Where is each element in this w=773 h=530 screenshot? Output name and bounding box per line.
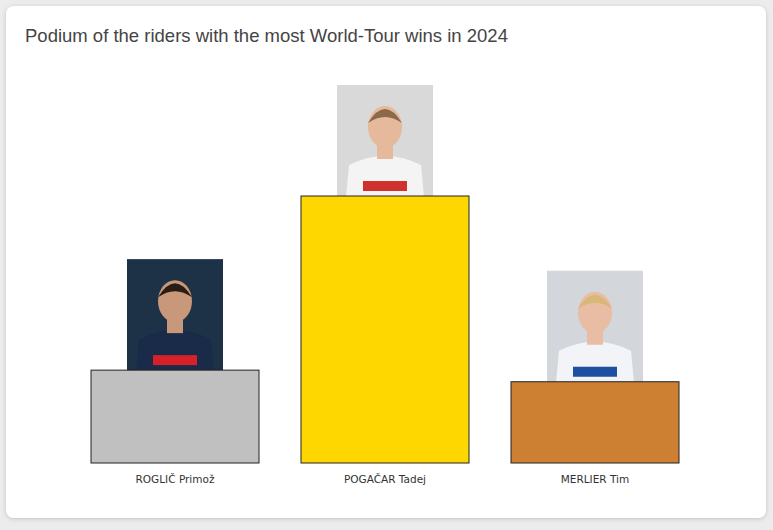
photo-head [578,292,612,334]
title: Podium of the riders with the most World… [25,25,508,46]
card [6,6,766,518]
photo-jersey-band [363,181,407,191]
category-label: POGAČAR Tadej [344,473,426,485]
photo-jersey-band [573,367,617,377]
chart-root: Podium of the riders with the most World… [0,0,773,530]
photo-jersey-band [153,355,197,365]
bar [301,196,469,463]
photo-hair [158,283,192,297]
category-label: MERLIER Tim [561,473,629,485]
bar [511,382,679,463]
photo-head [158,280,192,322]
photo-head [368,106,402,148]
bar [91,370,259,463]
photo-hair [578,295,612,309]
category-label: ROGLIČ Primož [136,473,215,485]
photo-hair [368,109,402,123]
